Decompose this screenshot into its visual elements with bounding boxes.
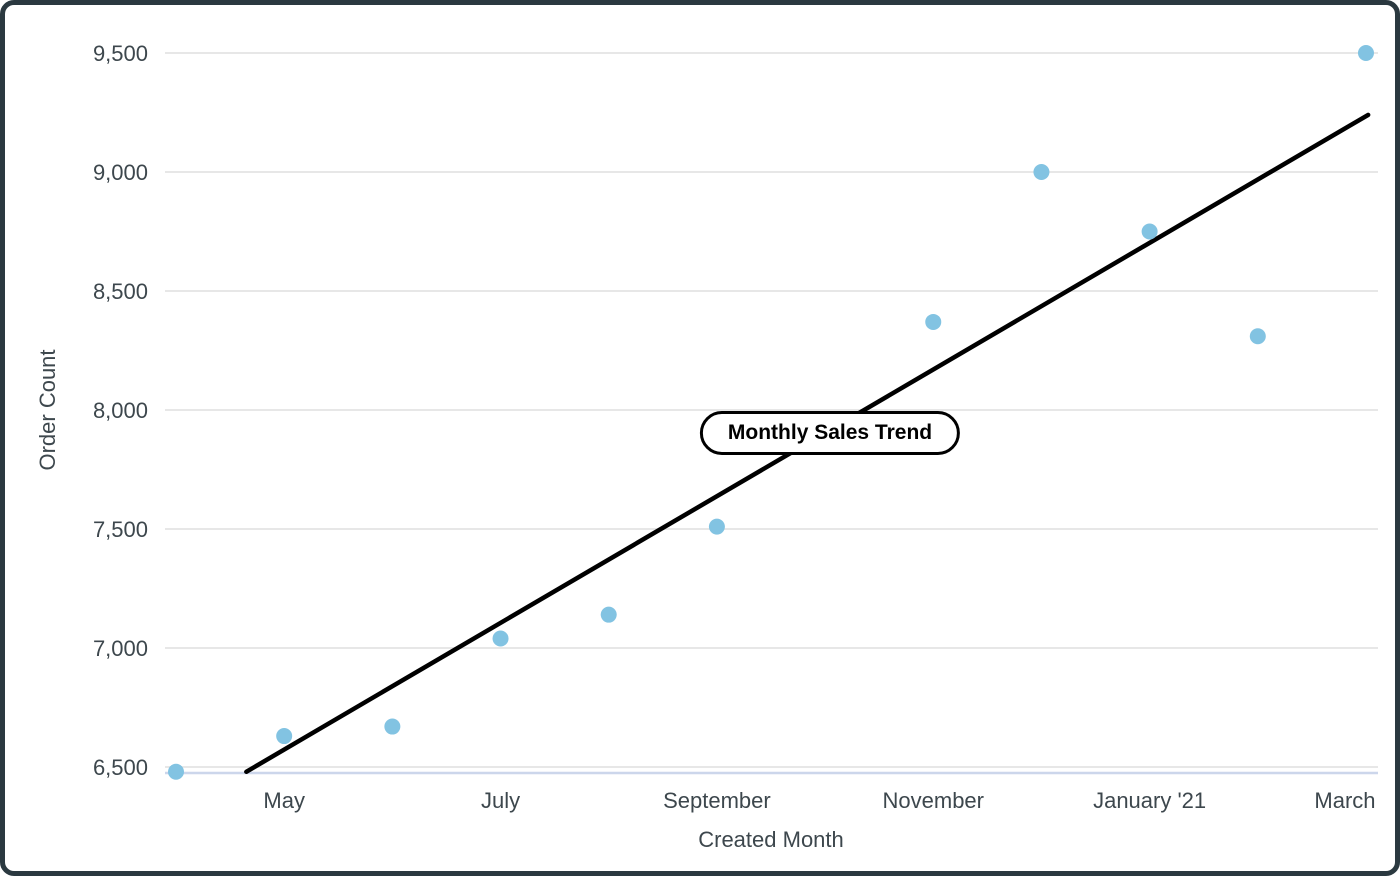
- data-point-march[interactable]: [1357, 45, 1374, 61]
- y-axis-tick-label: 6,500: [93, 755, 148, 780]
- x-axis-tick-label: September: [663, 788, 771, 813]
- y-axis-tick-label: 9,000: [93, 160, 148, 185]
- y-axis-tick-label: 9,500: [93, 41, 148, 66]
- x-axis-tick-label: March: [1314, 788, 1375, 813]
- data-point-december[interactable]: [1033, 164, 1050, 180]
- data-point-november[interactable]: [925, 313, 942, 330]
- y-axis-tick-label: 8,500: [93, 279, 148, 304]
- y-axis-tick-label: 7,000: [93, 636, 148, 661]
- data-point-may[interactable]: [276, 728, 293, 745]
- data-point-february[interactable]: [1249, 328, 1266, 345]
- x-axis-tick-label: January '21: [1093, 788, 1206, 813]
- x-axis-title: Created Month: [698, 827, 844, 852]
- data-point-august[interactable]: [600, 606, 617, 623]
- x-axis-tick-label: May: [263, 788, 305, 813]
- x-axis-tick-label: July: [481, 788, 520, 813]
- data-point-september[interactable]: [708, 518, 725, 535]
- trend-annotation-pill: Monthly Sales Trend: [699, 411, 961, 455]
- y-axis-tick-label: 8,000: [93, 398, 148, 423]
- y-axis-title: Order Count: [35, 349, 60, 471]
- data-point-july[interactable]: [492, 630, 509, 647]
- data-point-april[interactable]: [168, 763, 184, 780]
- x-axis-tick-label: November: [883, 788, 984, 813]
- y-axis-tick-label: 7,500: [93, 517, 148, 542]
- data-point-january-21[interactable]: [1141, 223, 1158, 240]
- data-point-june[interactable]: [384, 718, 401, 735]
